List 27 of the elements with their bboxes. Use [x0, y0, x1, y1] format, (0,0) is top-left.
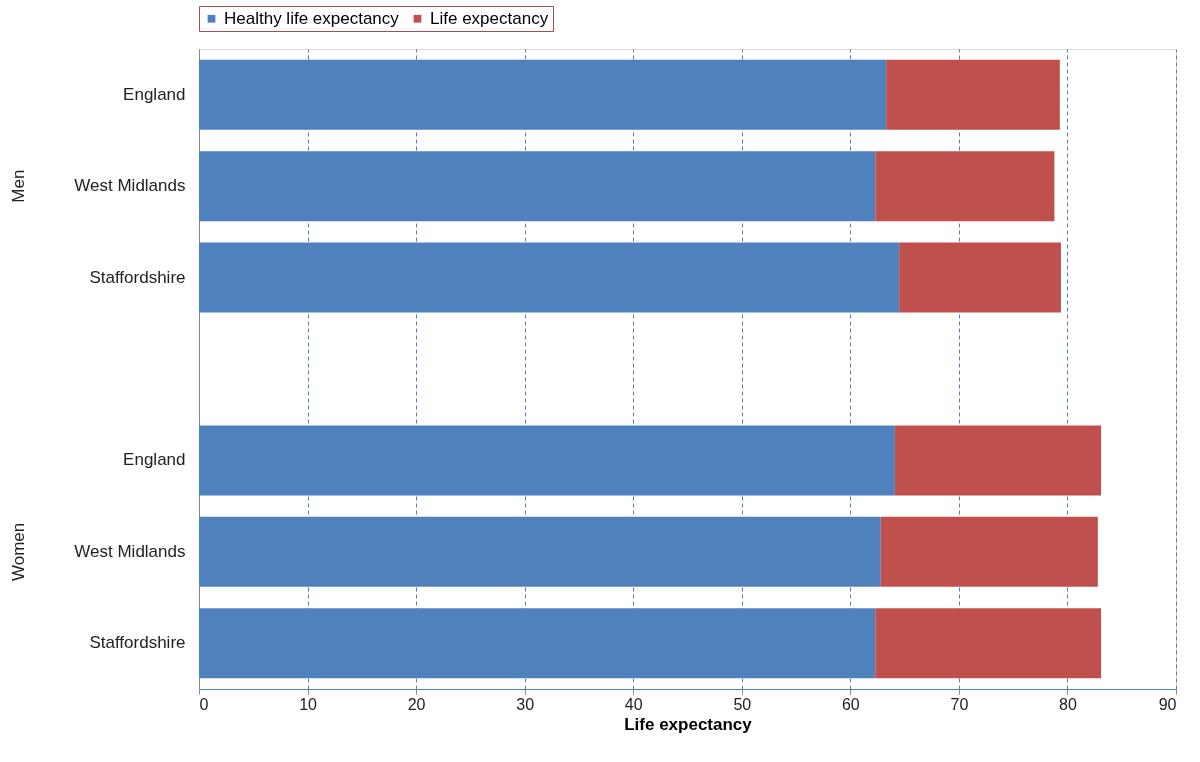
bar	[894, 425, 1102, 496]
x-tick-label: 60	[841, 695, 860, 713]
y-tick-label: West Midlands	[74, 176, 186, 196]
x-tick-label: 0	[199, 695, 209, 713]
legend-label: Healthy life expectancy	[224, 8, 400, 28]
y-tick-label: Staffordshire	[89, 633, 186, 653]
x-axis-title: Life expectancy	[624, 714, 753, 734]
y-tick-label: Staffordshire	[89, 267, 186, 287]
bar	[899, 242, 1061, 313]
y-tick-label: England	[123, 450, 186, 470]
bar	[875, 608, 1102, 679]
legend-label: Life expectancy	[430, 8, 549, 28]
x-tick-label: 20	[407, 695, 426, 713]
bar	[886, 59, 1060, 130]
y-tick-label: England	[123, 84, 186, 104]
x-tick-label: 30	[516, 695, 535, 713]
x-tick-label: 40	[624, 695, 643, 713]
x-tick-label: 70	[950, 695, 969, 713]
x-tick-label: 50	[733, 695, 752, 713]
text: Women	[9, 522, 28, 581]
y-tick-label: West Midlands	[74, 541, 186, 561]
bar	[875, 151, 1055, 222]
x-tick-label: 80	[1059, 695, 1077, 713]
x-tick-label: 10	[299, 695, 318, 713]
text: Men	[9, 169, 28, 203]
bar	[880, 516, 1098, 587]
x-tick-label: 90	[1158, 695, 1177, 713]
